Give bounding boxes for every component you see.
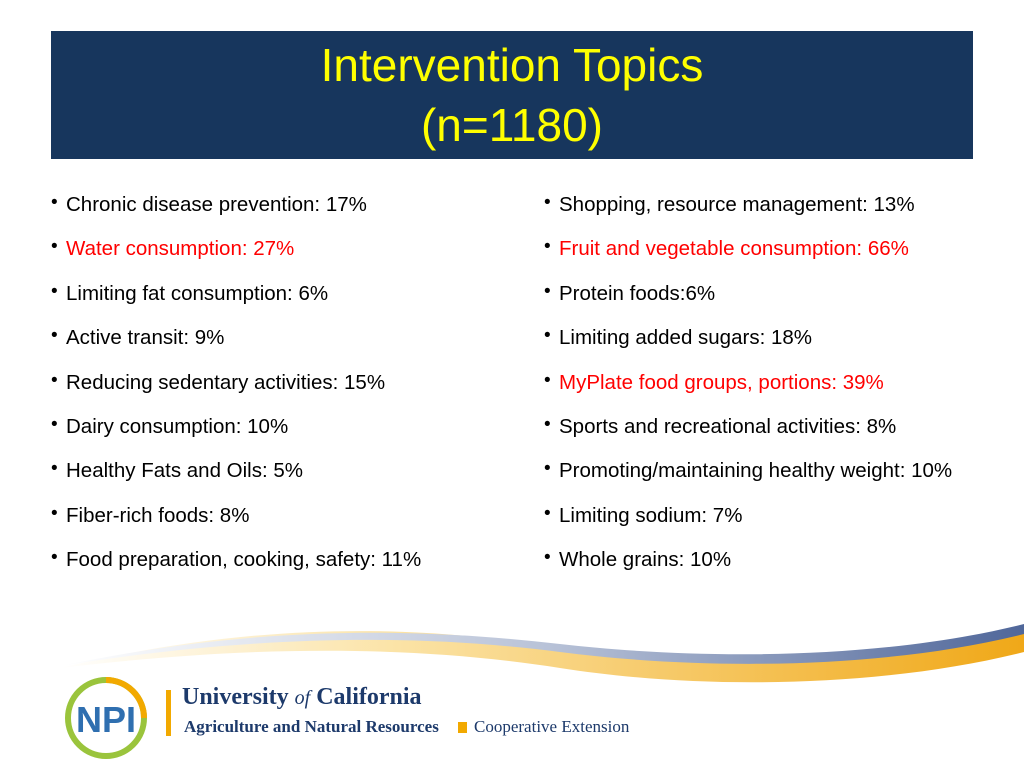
slide-title-line1: Intervention Topics — [320, 39, 704, 91]
topic-label: Food preparation, cooking, safety: 11% — [66, 548, 422, 572]
topic-label: Dairy consumption: 10% — [66, 414, 289, 438]
topic-item: • Shopping, resource management: 13% — [544, 191, 1014, 235]
topic-item: • Fiber-rich foods: 8% — [51, 502, 521, 546]
extension-name: Cooperative Extension — [474, 717, 630, 736]
topic-label: Promoting/maintaining healthy weight: 10… — [559, 459, 953, 483]
topic-label: Active transit: 9% — [66, 326, 225, 350]
bullet-icon: • — [544, 502, 551, 524]
left-topic-list: • Chronic disease prevention: 17% • Water c… — [51, 191, 521, 591]
topic-item: • MyPlate food groups, portions: 39% — [544, 369, 1014, 413]
right-topic-list: • Shopping, resource management: 13% • Frui… — [544, 191, 1014, 591]
topic-item: • Limiting fat consumption: 6% — [51, 280, 521, 324]
bullet-icon: • — [51, 236, 58, 258]
topic-label: MyPlate food groups, portions: 39% — [559, 370, 884, 394]
bullet-icon: • — [544, 369, 551, 391]
topic-label: Reducing sedentary activities: 15% — [66, 370, 386, 394]
topic-label: Limiting added sugars: 18% — [559, 326, 812, 350]
topic-label: Healthy Fats and Oils: 5% — [66, 459, 303, 483]
bullet-icon: • — [544, 413, 551, 435]
bullet-icon: • — [544, 458, 551, 480]
topic-label: Limiting sodium: 7% — [559, 503, 743, 527]
slide-title: Intervention Topics (n=1180) — [51, 31, 973, 159]
topic-label: Sports and recreational activities: 8% — [559, 414, 897, 438]
bullet-icon: • — [51, 458, 58, 480]
topic-item: • Limiting added sugars: 18% — [544, 324, 1014, 368]
bullet-icon: • — [544, 236, 551, 258]
topic-label: Water consumption: 27% — [66, 237, 295, 261]
topic-label: Chronic disease prevention: 17% — [66, 193, 367, 216]
university-name: University of California — [182, 684, 422, 710]
extension-square-icon — [458, 722, 467, 733]
topic-item: • Promoting/maintaining healthy weight: 1… — [544, 457, 1014, 501]
topic-item: • Limiting sodium: 7% — [544, 502, 1014, 546]
decorative-swoosh — [60, 624, 1024, 683]
bullet-icon: • — [544, 547, 551, 569]
bullet-icon: • — [51, 502, 58, 524]
topic-item: • Active transit: 9% — [51, 324, 521, 368]
topic-label: Fruit and vegetable consumption: 66% — [559, 237, 909, 261]
topic-item: • Whole grains: 10% — [544, 546, 1014, 590]
bullet-icon: • — [51, 547, 58, 569]
topic-item: • Healthy Fats and Oils: 5% — [51, 457, 521, 501]
bullet-icon: • — [51, 280, 58, 302]
department-name: Agriculture and Natural Resources — [184, 717, 439, 736]
bullet-icon: • — [51, 369, 58, 391]
topic-label: Limiting fat consumption: 6% — [66, 281, 329, 305]
npi-logo: NPI — [65, 677, 147, 759]
topic-label: Fiber-rich foods: 8% — [66, 503, 250, 527]
topic-label: Shopping, resource management: 13% — [559, 193, 915, 216]
bullet-icon: • — [544, 325, 551, 347]
bullet-icon: • — [544, 280, 551, 302]
topic-item: • Food preparation, cooking, safety: 11% — [51, 546, 521, 590]
topic-item: • Reducing sedentary activities: 15% — [51, 369, 521, 413]
uc-accent-bar — [166, 690, 171, 736]
topic-item: • Sports and recreational activities: 8% — [544, 413, 1014, 457]
bullet-icon: • — [51, 192, 58, 213]
npi-logo-text: NPI — [76, 699, 136, 740]
footer-branding: NPI University of California Agriculture… — [60, 672, 660, 762]
bullet-icon: • — [544, 192, 551, 213]
slide-title-line2: (n=1180) — [420, 99, 603, 151]
topic-label: Whole grains: 10% — [559, 548, 732, 572]
topic-item: • Water consumption: 27% — [51, 235, 521, 279]
bullet-icon: • — [51, 325, 58, 347]
topic-label: Protein foods:6% — [559, 281, 716, 305]
topic-item: • Protein foods:6% — [544, 280, 1014, 324]
bullet-icon: • — [51, 413, 58, 435]
topic-item: • Fruit and vegetable consumption: 66% — [544, 235, 1014, 279]
topic-item: • Dairy consumption: 10% — [51, 413, 521, 457]
topic-item: • Chronic disease prevention: 17% — [51, 191, 521, 235]
